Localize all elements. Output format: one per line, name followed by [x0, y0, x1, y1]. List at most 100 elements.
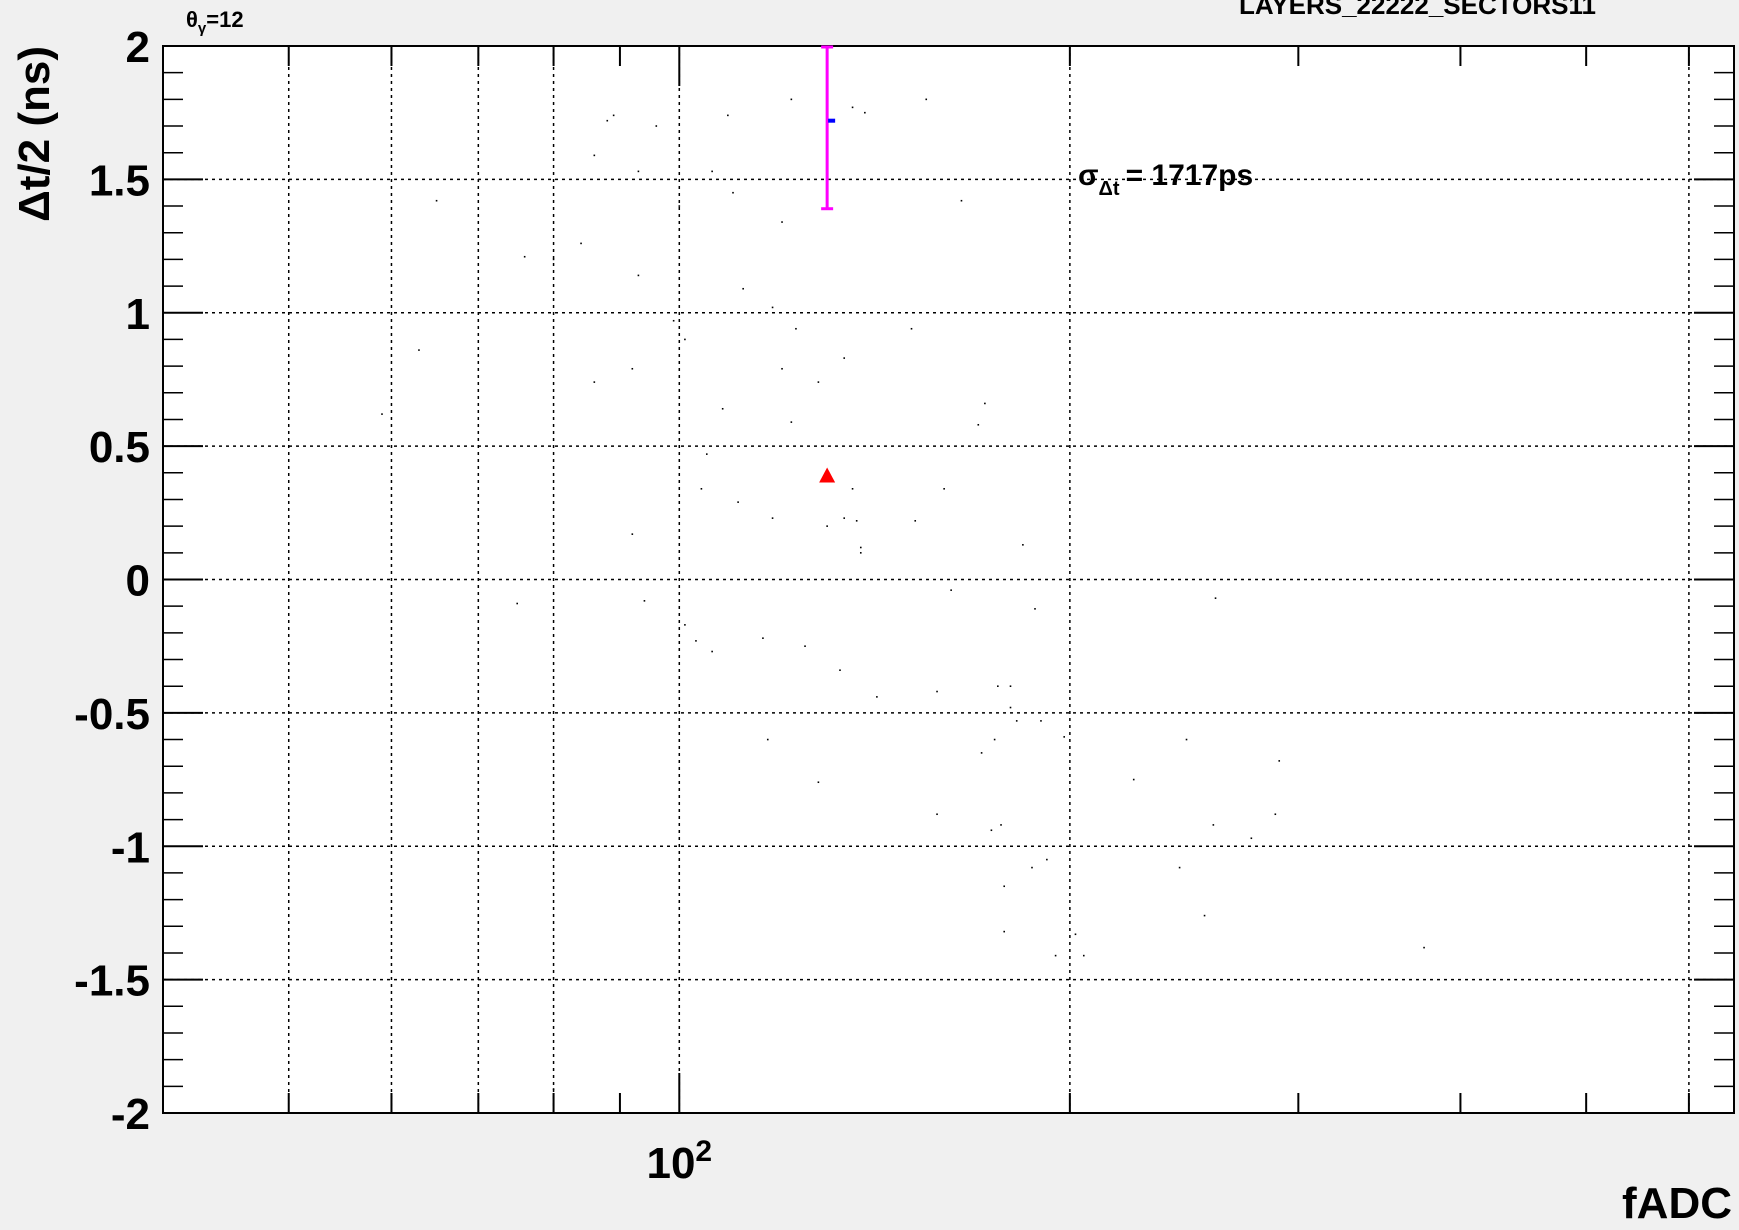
y-tick-label: -1.5	[74, 957, 150, 1006]
scatter-point	[790, 98, 793, 101]
scatter-point	[606, 119, 609, 122]
scatter-point	[1274, 813, 1277, 816]
scatter-point	[1063, 736, 1066, 738]
scatter-point	[1034, 608, 1036, 610]
marker-layer	[819, 45, 836, 483]
scatter-point	[637, 170, 640, 173]
y-tick-label: 1	[126, 290, 150, 339]
scatter-point	[826, 525, 828, 527]
scatter-point	[1278, 760, 1281, 762]
scatter-point	[1214, 597, 1217, 599]
scatter-point	[684, 624, 686, 626]
tick-layer	[162, 45, 1734, 1114]
scatter-point	[637, 274, 640, 277]
scatter-point	[418, 349, 420, 351]
scatter-point	[851, 106, 854, 109]
scatter-point	[631, 367, 634, 370]
scatter-point	[1009, 706, 1012, 709]
scatter-point	[781, 367, 783, 370]
scatter-point	[1022, 544, 1024, 546]
scatter-point	[1185, 738, 1188, 741]
scatter-point	[771, 517, 774, 519]
scatter-point	[552, 258, 555, 261]
scatter-point	[695, 640, 697, 642]
top-right-label: LAYERS_22222_SECTORS11	[1239, 0, 1596, 20]
scatter-point	[817, 781, 820, 784]
scatter-point	[727, 114, 729, 117]
scatter-point	[1178, 866, 1181, 869]
scatter-point	[631, 533, 634, 535]
scatter-point	[977, 423, 980, 426]
scatter-point	[612, 114, 615, 117]
scatter-point	[817, 381, 820, 383]
scatter-point	[435, 199, 438, 202]
scatter-point	[910, 327, 913, 330]
scatter-point	[1250, 837, 1253, 840]
scatter-point	[1031, 866, 1033, 869]
scatter-point	[1046, 858, 1048, 861]
scatter-point	[593, 154, 596, 157]
scatter-point	[552, 1088, 555, 1090]
scatter-point	[943, 488, 945, 490]
scatter-point	[678, 205, 681, 207]
x-axis-label: fADC	[1622, 1179, 1732, 1225]
scatter-point	[516, 602, 519, 605]
scatter-point	[859, 546, 862, 549]
scatter-point	[762, 637, 764, 639]
scatter-point	[843, 357, 846, 359]
scatter-point	[790, 421, 793, 423]
y-tick-label: 0	[126, 557, 150, 606]
scatter-point	[843, 517, 846, 519]
scatter-point	[655, 125, 658, 127]
scatter-point	[705, 453, 708, 455]
scatter-point	[1003, 930, 1006, 933]
triangle-marker	[819, 467, 836, 483]
scatter-point	[997, 685, 999, 687]
scatter-point	[1132, 778, 1135, 781]
label-layer: θγ=12 LAYERS_22222_SECTORS11 fADC Δt/2 (…	[10, 0, 1732, 1228]
y-tick-label: 2	[126, 23, 150, 72]
y-tick-label: -2	[111, 1090, 150, 1139]
scatter-point	[732, 191, 734, 194]
scatter-point	[737, 501, 739, 503]
scatter-point	[914, 520, 917, 522]
scatter-point	[851, 488, 854, 490]
scatter-point	[711, 650, 713, 653]
scatter-point	[672, 319, 675, 322]
scatter-point	[950, 589, 952, 591]
scatter-point	[721, 407, 724, 410]
y-tick-label: 0.5	[89, 423, 150, 472]
scatter-point	[990, 829, 993, 832]
scatter-point	[795, 327, 797, 330]
scatter-point	[855, 520, 858, 522]
top-left-label: θγ=12	[186, 7, 244, 37]
y-axis-label: Δt/2 (ns)	[10, 46, 59, 222]
scatter-point	[771, 306, 774, 309]
scatter-point	[684, 338, 686, 341]
scatter-point	[936, 813, 938, 816]
scatter-point	[593, 381, 596, 383]
y-tick-label: 1.5	[89, 156, 150, 205]
scatter-point	[1203, 914, 1206, 917]
scatter-point	[984, 402, 986, 405]
scatter-point	[1423, 946, 1425, 949]
scatter-point	[1054, 954, 1057, 957]
scatter-point	[711, 170, 713, 173]
scatter-point	[643, 600, 646, 602]
scatter-point	[700, 488, 703, 490]
scatter-point	[864, 111, 866, 114]
scatter-point	[925, 98, 928, 101]
scatter-point	[936, 690, 938, 693]
x-major-tick-label: 102	[646, 1135, 712, 1188]
scatter-point	[1185, 712, 1188, 714]
errorbar-mean-marker	[828, 118, 836, 123]
scatter-point	[580, 242, 582, 245]
scatter-point	[1082, 954, 1085, 957]
scatter-point	[381, 413, 383, 415]
scatter-point	[1015, 720, 1018, 722]
scatter-point	[523, 255, 526, 258]
scatter-point	[960, 199, 963, 202]
scatter-point	[766, 738, 769, 741]
